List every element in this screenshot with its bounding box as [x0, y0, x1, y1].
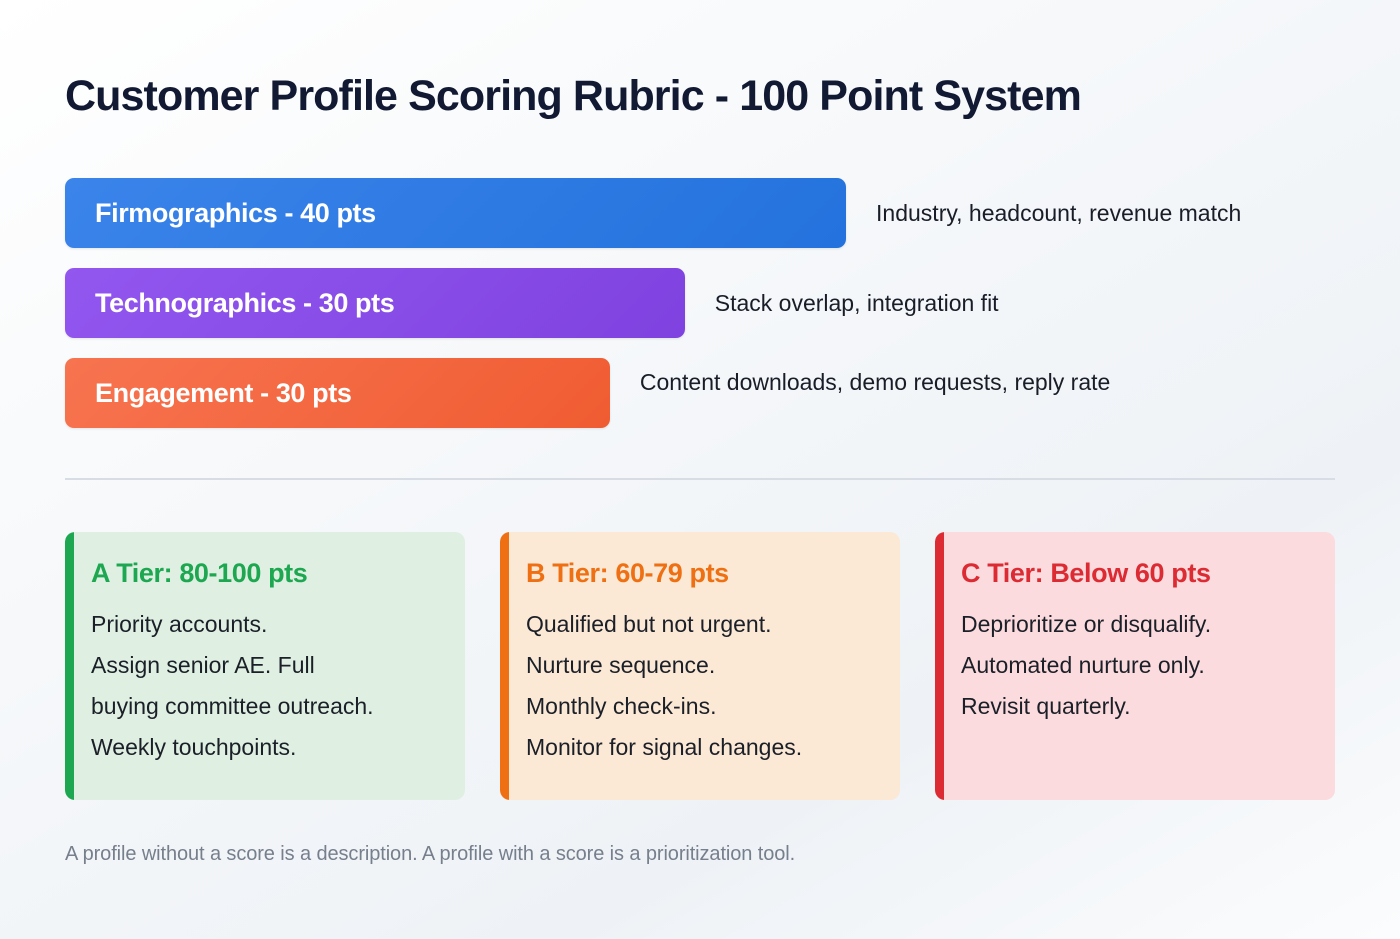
- tier-card-b: B Tier: 60-79 pts Qualified but not urge…: [500, 532, 900, 800]
- tier-accent-bar-a: [65, 532, 74, 800]
- section-divider: [65, 478, 1335, 480]
- tier-heading-a: A Tier: 80-100 pts: [91, 558, 308, 588]
- bar-label-technographics: Technographics - 30 pts: [95, 287, 395, 318]
- bar-description-technographics: Stack overlap, integration fit: [714, 290, 999, 316]
- tier-body-line: Priority accounts.: [91, 611, 268, 637]
- tier-heading-c: C Tier: Below 60 pts: [961, 558, 1211, 588]
- bar-label-firmographics: Firmographics - 40 pts: [95, 197, 376, 228]
- tier-accent-bar-b: [500, 532, 509, 800]
- bar-row-firmographics: Firmographics - 40 pts Industry, headcou…: [65, 178, 1335, 248]
- bar-label-engagement: Engagement - 30 pts: [95, 377, 352, 408]
- tier-accent-bar-c: [935, 532, 944, 800]
- tier-body-line: Deprioritize or disqualify.: [961, 611, 1212, 637]
- scoring-bars-group: Firmographics - 40 pts Industry, headcou…: [65, 178, 1335, 448]
- bar-engagement: Engagement - 30 pts: [65, 358, 610, 428]
- tier-body-line: Nurture sequence.: [526, 651, 716, 678]
- tier-body-line: Automated nurture only.: [961, 651, 1205, 678]
- tier-body-line: Assign senior AE. Full: [91, 651, 315, 678]
- footer-note: A profile without a score is a descripti…: [65, 843, 796, 865]
- tier-cards-group: A Tier: 80-100 pts Priority accounts. Ass…: [65, 532, 1335, 800]
- tier-body-line: Qualified but not urgent.: [526, 611, 772, 637]
- bar-description-firmographics: Industry, headcount, revenue match: [876, 200, 1242, 226]
- tier-body-a: Priority accounts. Assign senior AE. Full…: [91, 604, 443, 768]
- tier-heading-b: B Tier: 60-79 pts: [526, 558, 729, 588]
- tier-body-line: Monthly check-ins.: [526, 692, 717, 719]
- tier-body-b: Qualified but not urgent. Nurture sequenc…: [526, 604, 878, 768]
- tier-body-line: Weekly touchpoints.: [91, 733, 297, 760]
- page-title: Customer Profile Scoring Rubric - 100 Po…: [65, 72, 1082, 120]
- tier-card-c: C Tier: Below 60 pts Deprioritize or dis…: [935, 532, 1335, 800]
- bar-row-technographics: Technographics - 30 pts Stack overlap, i…: [65, 268, 1335, 338]
- bar-technographics: Technographics - 30 pts: [65, 268, 685, 338]
- tier-body-c: Deprioritize or disqualify. Automated nur…: [961, 604, 1313, 727]
- tier-body-line: Revisit quarterly.: [961, 692, 1131, 719]
- tier-card-a: A Tier: 80-100 pts Priority accounts. Ass…: [65, 532, 465, 800]
- bar-row-engagement: Engagement - 30 pts Content downloads, d…: [65, 358, 1335, 428]
- tier-body-line: Monitor for signal changes.: [526, 733, 803, 760]
- tier-body-line: buying committee outreach.: [91, 692, 374, 719]
- bar-firmographics: Firmographics - 40 pts: [65, 178, 847, 248]
- bar-description-engagement: Content downloads, demo requests, reply …: [639, 369, 1111, 395]
